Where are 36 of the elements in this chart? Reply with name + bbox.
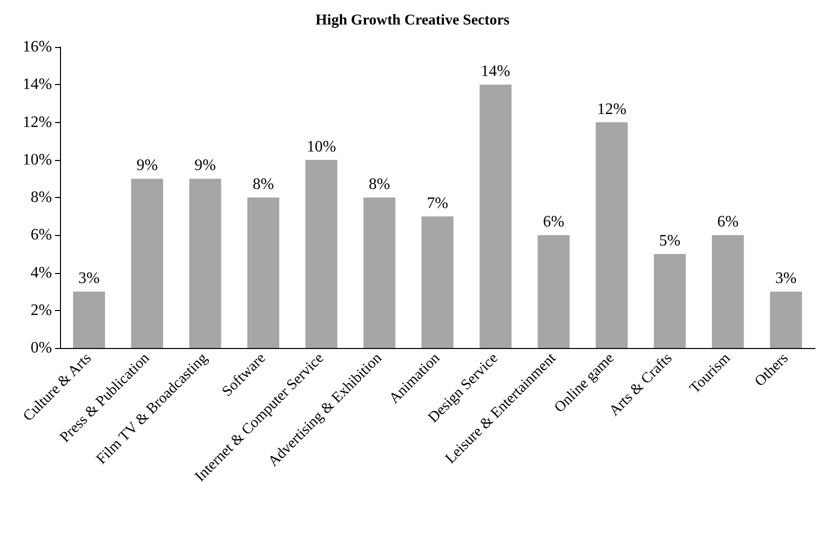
bar [770, 292, 802, 348]
data-label: 3% [775, 270, 797, 288]
y-tick-label: 4% [30, 264, 52, 282]
bar [422, 216, 454, 348]
data-label: 9% [136, 157, 158, 174]
bar [73, 292, 106, 348]
y-tick-label: 14% [22, 76, 52, 94]
bar [596, 122, 628, 348]
y-tick-label: 6% [30, 226, 52, 244]
y-tick-label: 16% [22, 38, 52, 56]
bar [189, 178, 222, 348]
chart-title: High Growth Creative Sectors [316, 12, 510, 28]
data-label: 8% [252, 176, 274, 193]
data-label: 14% [480, 63, 510, 80]
data-label: 12% [597, 100, 626, 118]
bar [480, 84, 512, 348]
y-tick-label: 0% [30, 340, 52, 356]
bar [654, 254, 686, 348]
bar [131, 178, 164, 348]
data-label: 6% [542, 214, 564, 231]
data-label: 5% [659, 232, 680, 250]
y-tick-label: 8% [30, 189, 52, 206]
data-label: 8% [368, 176, 390, 193]
data-label: 7% [426, 194, 448, 212]
data-label: 6% [717, 214, 739, 231]
data-label: 10% [306, 138, 336, 156]
y-tick-label: 2% [30, 302, 52, 319]
y-tick-label: 10% [22, 151, 52, 168]
data-label: 9% [194, 157, 216, 174]
bar [305, 160, 338, 348]
bar [247, 198, 280, 348]
bar [363, 198, 396, 348]
bar [538, 235, 570, 348]
y-tick-label: 12% [22, 114, 52, 131]
bar [712, 235, 744, 348]
data-label: 3% [78, 270, 100, 288]
